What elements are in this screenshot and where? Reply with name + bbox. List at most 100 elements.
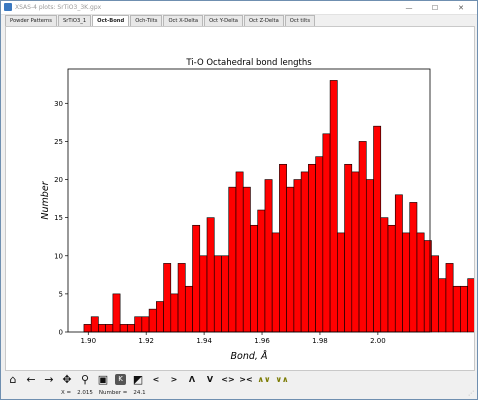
histogram-bar <box>163 263 172 333</box>
window-controls: — ☐ ✕ <box>399 1 471 14</box>
shrink-x-button[interactable]: >< <box>239 374 253 384</box>
histogram-bar <box>358 141 367 333</box>
histogram-bar <box>402 232 411 333</box>
tab-och-tilts[interactable]: Och-Tilts <box>130 15 163 26</box>
status-bar: X = 2.015 Number = 24.1 <box>61 390 152 396</box>
histogram-bar <box>250 224 258 333</box>
histogram-bar <box>308 163 316 333</box>
tab-oct-x-delta[interactable]: Oct X-Delta <box>163 15 204 26</box>
y-tick-label: 15 <box>54 214 63 222</box>
tab-oct-z-delta[interactable]: Oct Z-Delta <box>243 15 284 26</box>
histogram-bar <box>315 156 324 333</box>
histogram-bar <box>351 171 360 333</box>
y-tick-label: 5 <box>59 290 63 298</box>
histogram-bar <box>467 278 474 333</box>
title-bar: XSAS-4 plots: SrTiO3_3K.gpx — ☐ ✕ <box>1 1 477 15</box>
forward-arrow-icon[interactable]: → <box>44 372 54 386</box>
status-y-label: Number = <box>98 390 128 396</box>
x-tick-label: 1.94 <box>196 337 212 345</box>
y-tick-label: 25 <box>54 138 63 146</box>
minimize-icon[interactable]: — <box>405 3 413 12</box>
k-button[interactable]: K <box>115 373 126 385</box>
save-icon[interactable]: ▣ <box>97 372 109 386</box>
histogram-bar <box>119 324 128 333</box>
x-tick-label: 2.00 <box>370 337 386 345</box>
y-tick-label: 10 <box>54 252 63 260</box>
close-icon[interactable]: ✕ <box>458 3 464 12</box>
maximize-icon[interactable]: ☐ <box>431 3 439 12</box>
plot-canvas[interactable]: 1.90 1.92 1.94 1.96 1.98 2.00 0 5 10 15 20 25 30 Ti-O… <box>5 26 475 371</box>
zoom-icon[interactable]: ⚲ <box>80 372 90 386</box>
pan-icon[interactable]: ✥ <box>62 372 72 386</box>
histogram-bar <box>156 301 164 333</box>
plot-frame <box>67 68 431 333</box>
histogram-bar <box>98 324 106 333</box>
histogram-bar <box>286 186 295 333</box>
x-tick-label: 1.96 <box>254 337 270 345</box>
shift-down-button[interactable]: V <box>206 374 214 384</box>
histogram-bar <box>438 278 447 333</box>
histogram-bar <box>344 163 353 333</box>
tab-oct-y-delta[interactable]: Oct Y-Delta <box>204 15 243 26</box>
histogram-bar <box>394 194 403 333</box>
shift-left-button[interactable]: < <box>152 374 160 384</box>
histogram-bar <box>134 316 143 333</box>
histogram-chart: 1.90 1.92 1.94 1.96 1.98 2.00 0 5 10 15 20 25 30 Ti-O… <box>40 58 474 362</box>
x-axis-label: Bond, Å <box>231 350 268 362</box>
histogram-bar <box>322 133 331 333</box>
y-axis-label: Number <box>40 180 51 219</box>
histogram-bar <box>177 263 186 333</box>
app-icon <box>4 3 12 11</box>
histogram-bar <box>329 80 338 333</box>
histogram-bar <box>271 232 280 333</box>
x-tick-label: 1.90 <box>80 337 96 345</box>
histogram-bar <box>293 179 302 333</box>
histogram-bar <box>141 316 150 333</box>
histogram-bar <box>279 163 287 333</box>
histogram-bar <box>170 293 179 333</box>
home-icon[interactable]: ⌂ <box>9 372 17 386</box>
histogram-bar <box>264 179 273 333</box>
histogram-bar <box>445 263 454 333</box>
status-x-label: X = <box>61 390 72 396</box>
expand-y-button[interactable]: ∧∨ <box>257 374 271 384</box>
histogram-bar <box>199 255 208 333</box>
histogram-bar <box>127 324 135 333</box>
histogram-bar <box>206 217 215 333</box>
y-tick-label: 0 <box>59 329 63 337</box>
histogram-bar <box>365 179 374 333</box>
histogram-bar <box>257 209 266 333</box>
histogram-bar <box>148 308 157 333</box>
histogram-bar <box>337 232 345 333</box>
histogram-bar <box>213 255 222 333</box>
x-tick-label: 1.98 <box>312 337 328 345</box>
histogram-bar <box>242 186 251 333</box>
shift-up-button[interactable]: Λ <box>188 374 196 384</box>
histogram-bar <box>380 217 389 333</box>
histogram-bar <box>112 293 121 333</box>
tab-oct-bond[interactable]: Oct-Bond <box>92 15 130 27</box>
histogram-bar <box>452 285 461 333</box>
back-arrow-icon[interactable]: ← <box>26 372 36 386</box>
status-x-value: 2.015 <box>77 390 93 396</box>
histogram-bar <box>192 224 201 333</box>
resize-grip-icon[interactable]: ⋰ <box>468 390 474 397</box>
shrink-y-button[interactable]: ∨∧ <box>275 374 289 384</box>
expand-x-button[interactable]: <> <box>221 374 235 384</box>
shift-right-button[interactable]: > <box>170 374 178 384</box>
window-title: XSAS-4 plots: SrTiO3_3K.gpx <box>15 4 102 11</box>
histogram-bar <box>83 324 92 333</box>
tab-oct-tilts[interactable]: Oct tilts <box>284 15 316 26</box>
histogram-bar <box>235 171 244 333</box>
plot-tabs: Powder Patterns SrTiO3_1 Oct-Bond Och-Ti… <box>5 15 316 27</box>
histogram-bar <box>431 255 439 333</box>
histogram-bar <box>387 224 396 333</box>
y-tick-label: 30 <box>54 100 63 108</box>
palette-icon[interactable]: ◩ <box>132 372 144 386</box>
histogram-bar <box>300 171 309 333</box>
tab-powder-patterns[interactable]: Powder Patterns <box>5 15 57 26</box>
histogram-bar <box>90 316 99 333</box>
histogram-bar <box>228 186 237 333</box>
tab-srtio3[interactable]: SrTiO3_1 <box>58 15 92 26</box>
